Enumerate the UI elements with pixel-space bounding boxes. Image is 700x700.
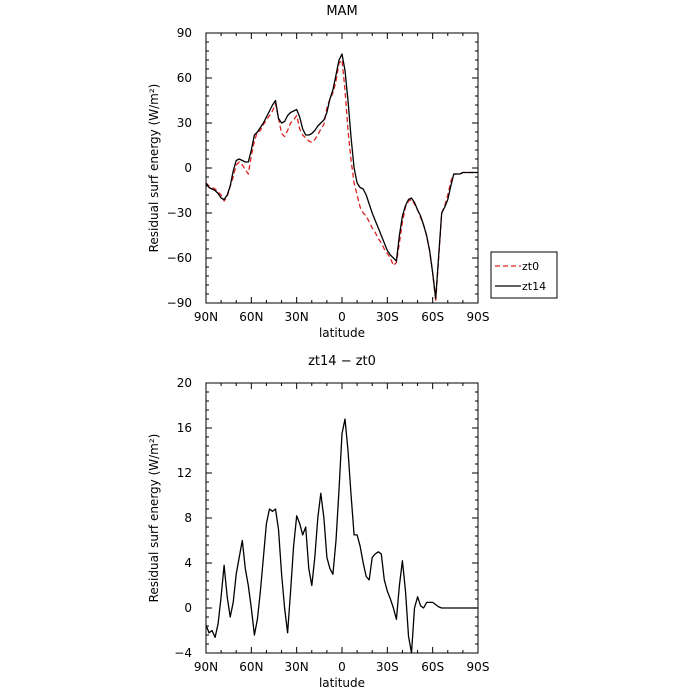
x-tick-label: 60S	[421, 310, 444, 324]
x-axis-label: latitude	[319, 326, 365, 340]
y-tick-label: 30	[177, 116, 192, 130]
y-tick-label: 8	[184, 511, 192, 525]
y-tick-label: 0	[184, 161, 192, 175]
plot-frame	[205, 32, 479, 304]
chart-panel-1: 90N 60N 30N 0 30S 60S 90S −90 −60 −30 0 30 60 90 MAM la…	[147, 4, 558, 340]
x-tick-label: 30N	[285, 310, 309, 324]
x-tick-label: 90N	[194, 310, 218, 324]
x-tick-label: 90S	[467, 660, 490, 674]
legend-box	[490, 251, 558, 299]
y-axis-label: Residual surf energy (W/m²)	[147, 434, 161, 603]
y-tick-label: 0	[184, 601, 192, 615]
y-tick-label: 16	[177, 421, 192, 435]
x-tick-label: 0	[338, 660, 346, 674]
y-axis-label: Residual surf energy (W/m²)	[147, 84, 161, 253]
x-tick-label: 30S	[376, 660, 399, 674]
chart-panel-2: 90N 60N 30N 0 30S 60S 90S −4 0 4 8 12 16 20 zt14 − zt0…	[147, 354, 489, 690]
series-line-zt14	[205, 53, 478, 300]
x-tick-label: 60N	[239, 310, 263, 324]
x-tick-label: 30N	[285, 660, 309, 674]
x-tick-label: 90N	[194, 660, 218, 674]
plot-frame	[205, 382, 479, 654]
x-tick-label: 60N	[239, 660, 263, 674]
y-tick-label: 12	[177, 466, 192, 480]
legend-label: zt0	[522, 260, 539, 273]
legend-label: zt14	[522, 280, 546, 293]
y-tick-label: 60	[177, 71, 192, 85]
x-tick-label: 60S	[421, 660, 444, 674]
x-axis-label: latitude	[319, 676, 365, 690]
x-tick-label: 30S	[376, 310, 399, 324]
y-tick-label: −60	[167, 251, 192, 265]
chart-title: MAM	[326, 4, 357, 19]
y-tick-label: 20	[177, 376, 192, 390]
y-tick-label: −30	[167, 206, 192, 220]
legend: zt0 zt14	[490, 251, 558, 299]
y-tick-label: 4	[184, 556, 192, 570]
chart-title: zt14 − zt0	[308, 354, 376, 369]
y-tick-label: −90	[167, 296, 192, 310]
series-line-diff	[205, 418, 478, 654]
series-line-zt0	[205, 59, 478, 303]
y-tick-label: −4	[174, 646, 192, 660]
x-tick-label: 90S	[467, 310, 490, 324]
y-tick-label: 90	[177, 26, 192, 40]
x-tick-label: 0	[338, 310, 346, 324]
